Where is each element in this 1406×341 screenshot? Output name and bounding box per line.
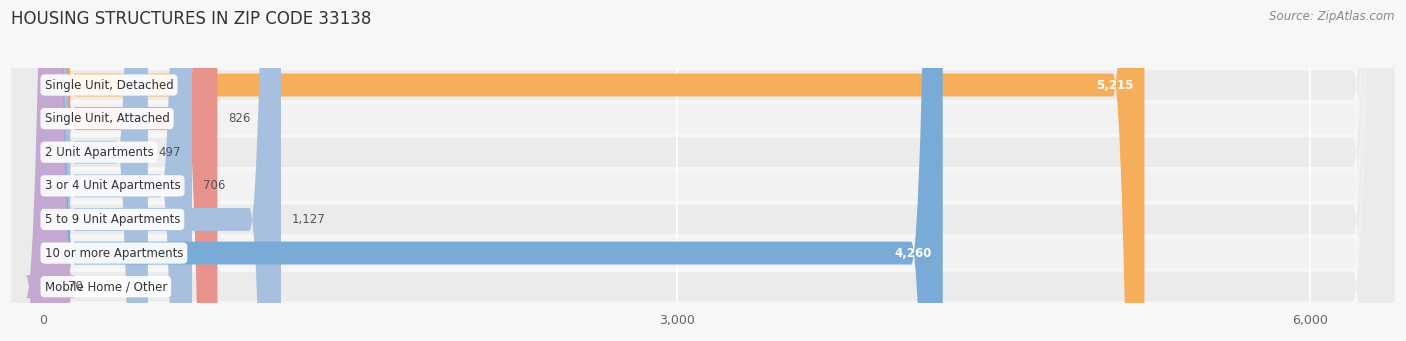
Text: 497: 497 bbox=[159, 146, 181, 159]
FancyBboxPatch shape bbox=[11, 0, 1395, 341]
Text: 10 or more Apartments: 10 or more Apartments bbox=[45, 247, 183, 260]
Text: Single Unit, Attached: Single Unit, Attached bbox=[45, 112, 170, 125]
FancyBboxPatch shape bbox=[11, 0, 1395, 341]
FancyBboxPatch shape bbox=[11, 0, 1395, 341]
FancyBboxPatch shape bbox=[11, 0, 1395, 341]
FancyBboxPatch shape bbox=[44, 0, 943, 341]
Text: Mobile Home / Other: Mobile Home / Other bbox=[45, 280, 167, 293]
Text: 5,215: 5,215 bbox=[1097, 78, 1133, 91]
Text: 5 to 9 Unit Apartments: 5 to 9 Unit Apartments bbox=[45, 213, 180, 226]
Text: 706: 706 bbox=[202, 179, 225, 192]
Text: 826: 826 bbox=[228, 112, 250, 125]
Text: 4,260: 4,260 bbox=[894, 247, 932, 260]
Text: 3 or 4 Unit Apartments: 3 or 4 Unit Apartments bbox=[45, 179, 180, 192]
FancyBboxPatch shape bbox=[44, 0, 281, 341]
Text: 1,127: 1,127 bbox=[291, 213, 325, 226]
FancyBboxPatch shape bbox=[11, 0, 1395, 341]
FancyBboxPatch shape bbox=[44, 0, 193, 341]
FancyBboxPatch shape bbox=[11, 0, 1395, 341]
Text: HOUSING STRUCTURES IN ZIP CODE 33138: HOUSING STRUCTURES IN ZIP CODE 33138 bbox=[11, 10, 371, 28]
FancyBboxPatch shape bbox=[44, 0, 148, 341]
Text: 2 Unit Apartments: 2 Unit Apartments bbox=[45, 146, 153, 159]
FancyBboxPatch shape bbox=[27, 0, 75, 341]
FancyBboxPatch shape bbox=[44, 0, 218, 341]
Text: Single Unit, Detached: Single Unit, Detached bbox=[45, 78, 173, 91]
Text: 70: 70 bbox=[69, 280, 83, 293]
FancyBboxPatch shape bbox=[11, 0, 1395, 341]
Text: Source: ZipAtlas.com: Source: ZipAtlas.com bbox=[1270, 10, 1395, 23]
FancyBboxPatch shape bbox=[44, 0, 1144, 341]
